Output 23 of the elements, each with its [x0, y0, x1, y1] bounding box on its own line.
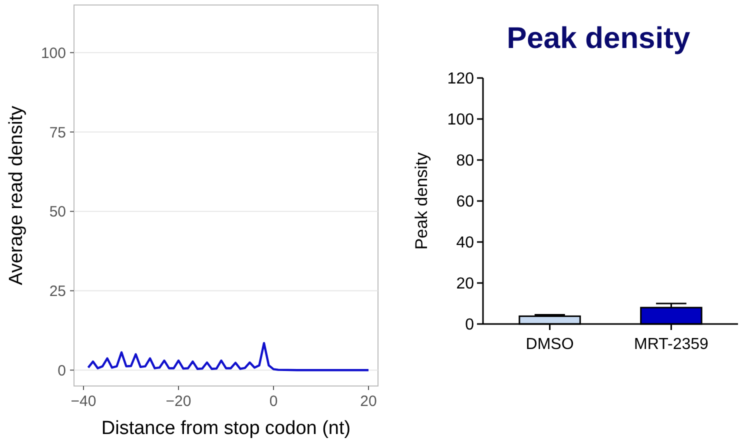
chart-title: Peak density	[506, 22, 691, 55]
y-tick-label: 100	[40, 44, 66, 62]
y-tick-label: 50	[49, 204, 66, 221]
y-tick-label: 80	[456, 152, 474, 170]
y-tick-label: 60	[456, 194, 474, 211]
y-tick-label: 40	[456, 234, 474, 252]
y-axis-title: Average read density	[6, 105, 27, 286]
x-tick-label: DMSO	[526, 336, 574, 353]
y-tick-label: 120	[447, 70, 474, 88]
x-tick-label: −40	[70, 393, 96, 410]
x-axis-title: Distance from stop codon (nt)	[101, 418, 351, 439]
y-axis-title: Peak density	[412, 152, 431, 250]
y-tick-label: 75	[49, 124, 66, 142]
y-tick-label: 100	[447, 112, 474, 129]
line-series	[87, 342, 370, 372]
x-tick-label: 20	[360, 393, 377, 410]
y-tick-label: 0	[465, 316, 474, 334]
y-tick-label: 20	[456, 276, 474, 293]
x-tick-label: −20	[166, 393, 192, 410]
x-tick-label: MRT-2359	[634, 336, 709, 353]
x-tick-label: 0	[269, 393, 278, 410]
y-tick-label: 0	[58, 362, 66, 380]
y-tick-label: 25	[49, 283, 66, 300]
